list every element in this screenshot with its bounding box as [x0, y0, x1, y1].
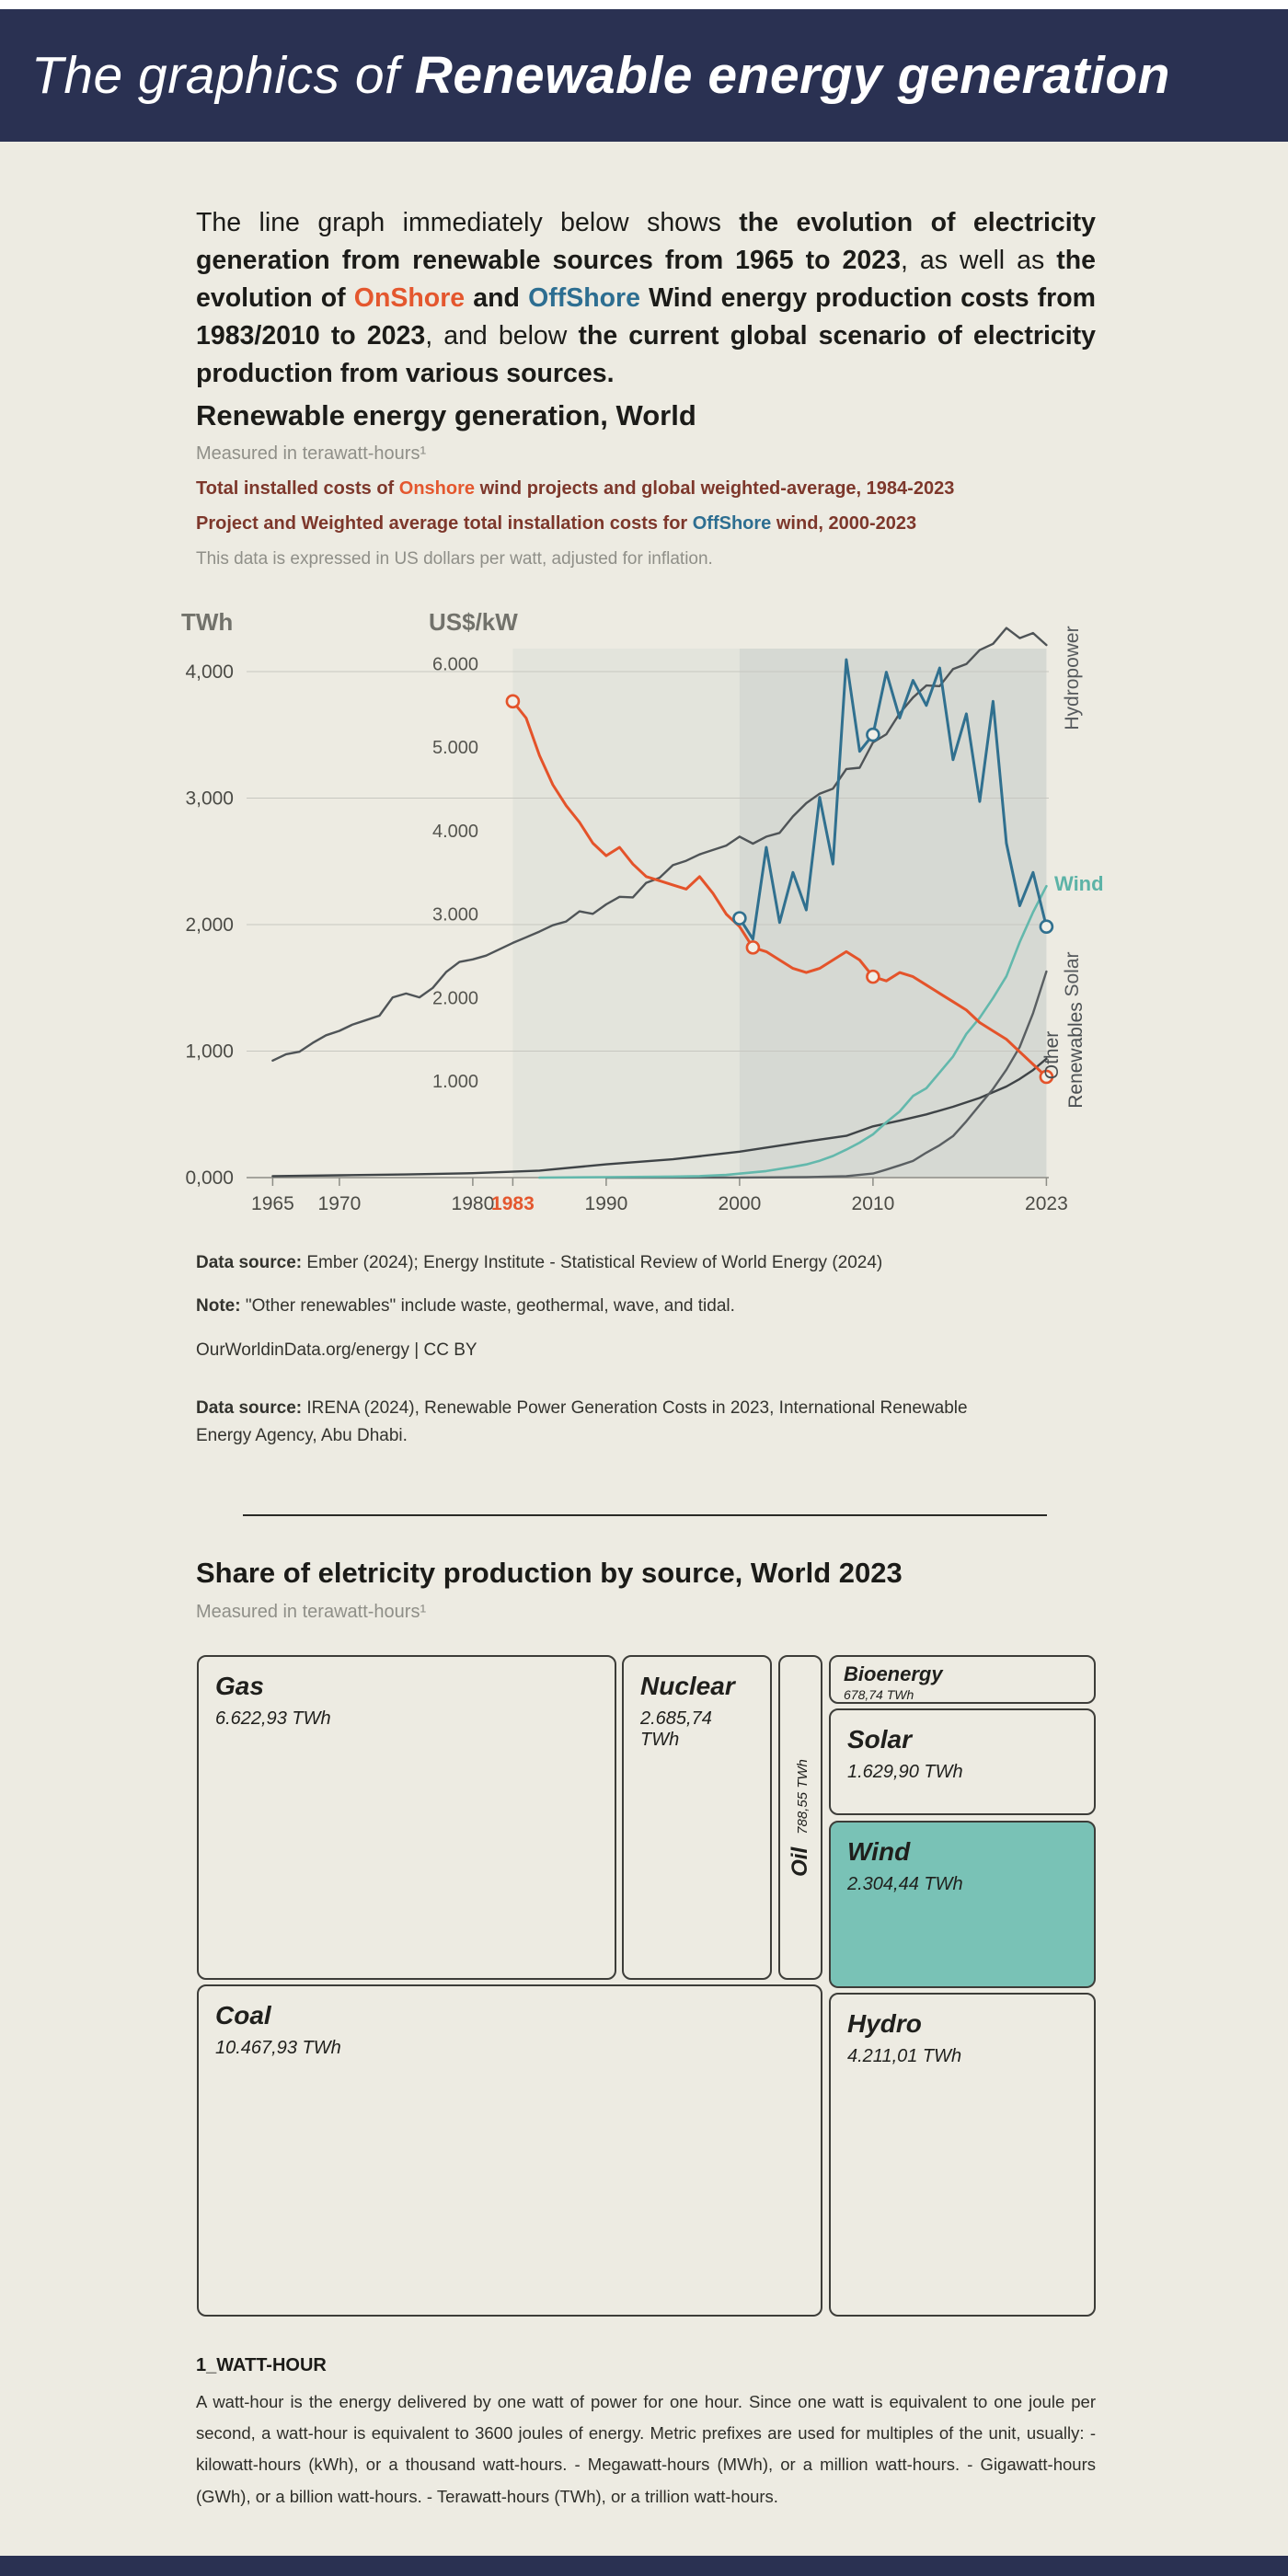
- svg-text:US$/kW: US$/kW: [429, 608, 518, 636]
- treemap-value: 678,74 TWh: [844, 1687, 914, 1702]
- svg-text:1990: 1990: [585, 1193, 628, 1214]
- treemap-value: 6.622,93 TWh: [215, 1708, 331, 1729]
- chart-inflation-note: This data is expressed in US dollars per…: [196, 549, 713, 569]
- svg-text:2,000: 2,000: [185, 914, 234, 936]
- svg-text:Other: Other: [1041, 1031, 1063, 1080]
- intro-paragraph: The line graph immediately below shows t…: [196, 208, 1097, 389]
- page-title: The graphics of Renewable energy generat…: [31, 45, 1170, 106]
- svg-text:3,000: 3,000: [185, 788, 234, 810]
- caption-offshore-costs: Project and Weighted average total insta…: [196, 513, 917, 534]
- treemap-box-nuclear: Nuclear 2.685,74 TWh: [622, 1655, 772, 1980]
- svg-text:2023: 2023: [1025, 1193, 1068, 1214]
- svg-text:2010: 2010: [852, 1193, 895, 1214]
- treemap-value: 1.629,90 TWh: [847, 1762, 963, 1782]
- treemap-label: Gas: [215, 1672, 264, 1700]
- treemap-value: 4.211,01 TWh: [847, 2046, 962, 2066]
- treemap-label: Hydro: [847, 2009, 922, 2038]
- share-section-title: Share of eletricity production by source…: [196, 1557, 903, 1589]
- note-other-renewables: Note: "Other renewables" include waste, …: [196, 1296, 735, 1317]
- page-title-light: The graphics of: [31, 46, 415, 105]
- svg-text:1.000: 1.000: [432, 1072, 478, 1092]
- treemap-label: Coal: [215, 2001, 271, 2030]
- treemap-label: Oil: [788, 1846, 813, 1877]
- section-divider: [243, 1514, 1047, 1516]
- treemap-box-hydro: Hydro 4.211,01 TWh: [829, 1993, 1096, 2317]
- svg-text:1,000: 1,000: [185, 1041, 234, 1063]
- share-section-subtitle: Measured in terawatt-hours¹: [196, 1602, 427, 1622]
- electricity-share-treemap: Gas 6.622,93 TWh Nuclear 2.685,74 TWh Oi…: [197, 1655, 1096, 2317]
- treemap-label: Bioenergy: [844, 1662, 943, 1685]
- data-source-irena: Data source: IRENA (2024), Renewable Pow…: [196, 1398, 968, 1445]
- footnote-title: 1_WATT-HOUR: [196, 2355, 327, 2375]
- page-title-bold: Renewable energy generation: [414, 46, 1170, 105]
- svg-text:Wind: Wind: [1054, 872, 1104, 895]
- svg-text:1965: 1965: [251, 1193, 294, 1214]
- treemap-value: 2.304,44 TWh: [847, 1874, 963, 1894]
- svg-text:2000: 2000: [719, 1193, 762, 1214]
- svg-text:1983: 1983: [491, 1193, 535, 1214]
- owid-credit: OurWorldinData.org/energy | CC BY: [196, 1340, 477, 1360]
- treemap-label: Nuclear: [640, 1672, 735, 1700]
- svg-text:1970: 1970: [318, 1193, 362, 1214]
- svg-text:4.000: 4.000: [432, 822, 478, 842]
- svg-text:Solar: Solar: [1062, 951, 1083, 996]
- treemap-label: Wind: [847, 1837, 911, 1866]
- svg-text:0,000: 0,000: [185, 1167, 234, 1189]
- treemap-box-oil: Oil 788,55 TWh: [778, 1655, 822, 1980]
- svg-text:1980: 1980: [452, 1193, 495, 1214]
- treemap-value: 2.685,74 TWh: [640, 1708, 712, 1750]
- line-chart-svg: 0,000 1,000 2,000 3,000 4,000 TWh US$/kW 1.000 2…: [181, 608, 1104, 1214]
- treemap-box-bioenergy: Bioenergy 678,74 TWh: [829, 1655, 1096, 1704]
- treemap-box-coal: Coal 10.467,93 TWh: [197, 1984, 822, 2317]
- svg-text:Renewables: Renewables: [1065, 1002, 1087, 1109]
- treemap-box-solar: Solar 1.629,90 TWh: [829, 1708, 1096, 1815]
- renewable-energy-chart: 0,000 1,000 2,000 3,000 4,000 TWh US$/kW 1.000 2…: [0, 608, 1288, 1247]
- page-background: [0, 9, 1288, 2576]
- svg-text:3.000: 3.000: [432, 905, 478, 926]
- chart-title: Renewable energy generation, World: [196, 399, 696, 431]
- chart-subtitle: Measured in terawatt-hours¹: [196, 443, 427, 464]
- page-footer: [0, 2556, 1288, 2576]
- svg-text:5.000: 5.000: [432, 738, 478, 758]
- svg-text:4,000: 4,000: [185, 661, 234, 683]
- caption-onshore-costs: Total installed costs of Onshore wind pr…: [196, 478, 955, 499]
- treemap-value: 10.467,93 TWh: [215, 2038, 341, 2058]
- svg-text:2.000: 2.000: [432, 988, 478, 1008]
- treemap-value: 788,55 TWh: [795, 1758, 811, 1834]
- svg-text:TWh: TWh: [181, 608, 233, 636]
- data-source-ember: Data source: Ember (2024); Energy Instit…: [196, 1253, 883, 1272]
- sources-block: Data source: Ember (2024); Energy Instit…: [196, 1249, 1006, 1466]
- svg-text:Hydropower: Hydropower: [1062, 626, 1083, 730]
- svg-text:6.000: 6.000: [432, 655, 478, 675]
- oil-rotated-label: Oil 788,55 TWh: [788, 1759, 813, 1877]
- treemap-box-wind: Wind 2.304,44 TWh: [829, 1821, 1096, 1988]
- page-header: The graphics of Renewable energy generat…: [0, 9, 1288, 142]
- treemap-label: Solar: [847, 1725, 913, 1754]
- footnote-body: A watt-hour is the energy delivered by o…: [196, 2392, 1096, 2506]
- treemap-box-gas: Gas 6.622,93 TWh: [197, 1655, 616, 1980]
